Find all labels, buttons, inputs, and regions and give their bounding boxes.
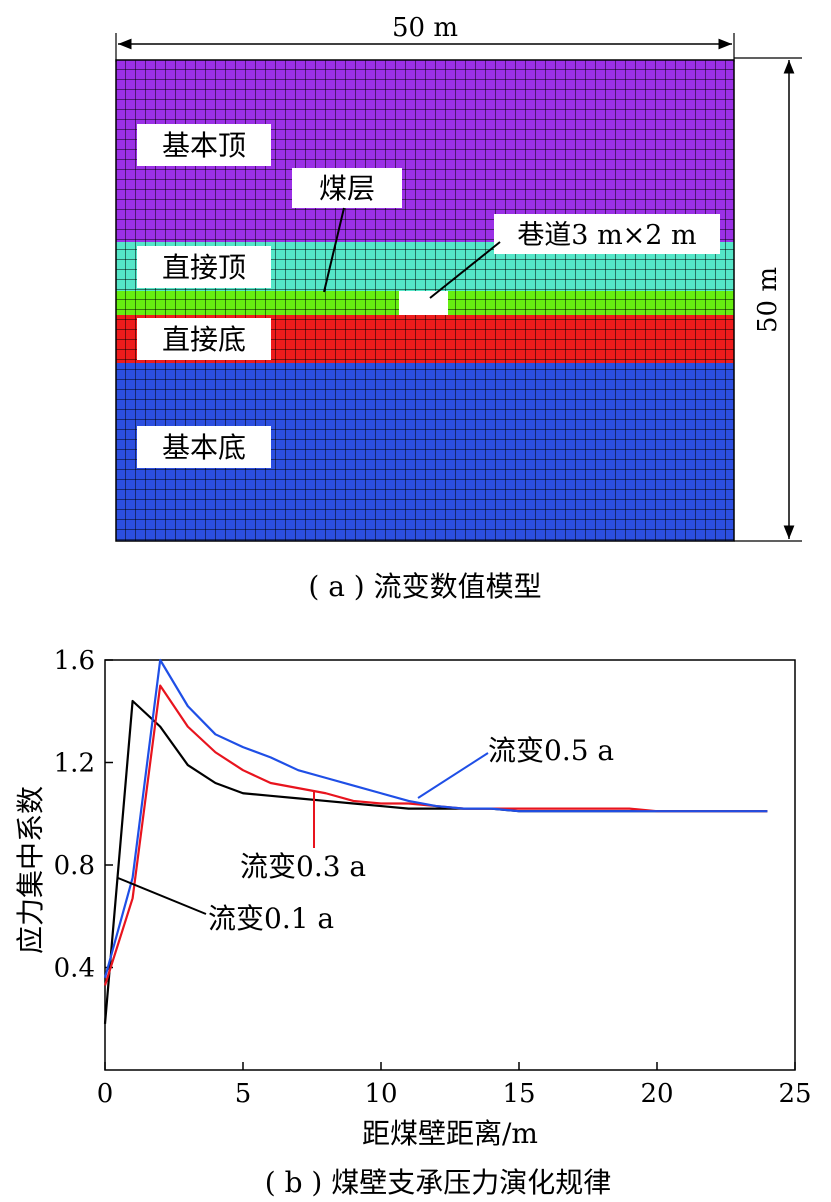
- legend-label-01: 流变0.1 a: [208, 902, 334, 935]
- series-line-1: [103, 684, 768, 986]
- y-tick-label: 1.2: [54, 749, 95, 779]
- label-coal-seam: 煤层: [319, 172, 375, 205]
- caption-a: ( a ) 流变数值模型: [308, 570, 541, 603]
- x-tick-label: 10: [364, 1079, 397, 1109]
- label-basic-roof: 基本顶: [162, 129, 246, 162]
- x-axis-ticks: 0 5 10 15 20 25: [97, 1062, 812, 1109]
- roadway-leader: [429, 241, 501, 299]
- annotation-leader-01: [117, 877, 207, 915]
- height-label: 50 m: [753, 267, 783, 333]
- x-tick-label: 0: [97, 1079, 114, 1109]
- x-tick-label: 5: [235, 1079, 252, 1109]
- y-axis-ticks: 0.4 0.8 1.2 1.6: [54, 646, 113, 984]
- series-line-2: [103, 658, 768, 979]
- x-tick-label: 15: [502, 1079, 535, 1109]
- x-axis-label: 距煤壁距离/m: [362, 1117, 538, 1150]
- y-tick-label: 1.6: [54, 646, 95, 676]
- y-tick-label: 0.4: [54, 954, 95, 984]
- roadway-opening: [399, 291, 448, 315]
- y-axis-label: 应力集中系数: [14, 786, 47, 954]
- panel-b: 0 5 10 15 20 25 0.40.81.21.6 流变0.5 a 流变0.3 a …: [14, 646, 812, 1199]
- roadway-label: 巷道3 m×2 m: [517, 220, 696, 251]
- plot-area: [104, 659, 796, 1071]
- coal-seam-leader: [323, 207, 345, 293]
- y-tick-label: 0.8: [54, 851, 95, 881]
- caption-b: ( b ) 煤壁支承压力演化规律: [265, 1166, 611, 1199]
- legend-label-03: 流变0.3 a: [240, 850, 366, 883]
- label-immediate-roof: 直接顶: [162, 251, 246, 284]
- model-border: [115, 59, 735, 542]
- label-basic-floor: 基本底: [162, 431, 246, 464]
- x-tick-label: 25: [778, 1079, 811, 1109]
- series-lines: [103, 658, 768, 1024]
- label-immediate-floor: 直接底: [162, 323, 246, 356]
- legend-label-05: 流变0.5 a: [488, 734, 614, 767]
- series-line-0: [103, 699, 768, 1024]
- width-label: 50 m: [392, 13, 458, 43]
- panel-a: 50 m 50 m 基本顶 煤层 直接顶 巷道3 m×2 m 直接底 基本底 (…: [115, 13, 802, 603]
- x-tick-label: 20: [640, 1079, 673, 1109]
- annotation-leader-05: [417, 752, 489, 799]
